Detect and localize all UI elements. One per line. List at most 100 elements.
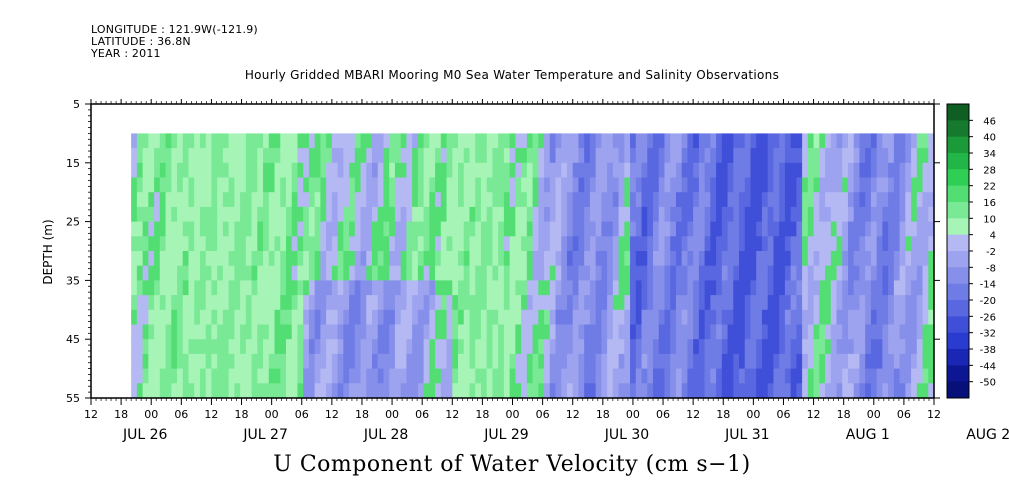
heatmap-cell	[446, 383, 453, 399]
heatmap-cell	[561, 309, 568, 326]
heatmap-cell	[188, 251, 195, 267]
heatmap-cell	[899, 236, 906, 252]
heatmap-cell	[756, 383, 763, 399]
heatmap-cell	[750, 324, 757, 340]
heatmap-cell	[337, 162, 344, 179]
heatmap-cell	[905, 383, 912, 399]
heatmap-cell	[320, 339, 327, 355]
heatmap-cell	[825, 339, 832, 355]
heatmap-cell	[555, 206, 562, 223]
heatmap-cell	[349, 177, 356, 193]
heatmap-cell	[561, 162, 568, 179]
heatmap-cell	[297, 192, 304, 208]
heatmap-cell	[635, 236, 643, 252]
heatmap-cell	[704, 236, 711, 252]
heatmap-cell	[916, 265, 924, 281]
heatmap-cell	[704, 206, 711, 223]
heatmap-cell	[716, 295, 723, 311]
colorbar-label: 28	[983, 165, 996, 176]
x-hour-label: 00	[746, 408, 760, 421]
x-hour-label: 00	[144, 408, 158, 421]
heatmap-cell	[131, 309, 138, 326]
heatmap-cell	[515, 148, 522, 164]
heatmap-cell	[394, 383, 402, 399]
heatmap-cell	[698, 133, 706, 149]
heatmap-cell	[675, 148, 683, 164]
heatmap-cell	[148, 133, 155, 149]
heatmap-cell	[739, 192, 746, 208]
heatmap-cell	[234, 177, 241, 193]
heatmap-cell	[234, 324, 241, 340]
heatmap-cell	[458, 353, 465, 370]
heatmap-cell	[601, 265, 608, 281]
heatmap-cell	[624, 383, 631, 399]
heatmap-cell	[274, 368, 281, 384]
heatmap-cell	[916, 192, 924, 208]
heatmap-cell	[859, 353, 866, 370]
heatmap-cell	[549, 280, 557, 296]
heatmap-cell	[595, 251, 602, 267]
heatmap-cell	[756, 339, 763, 355]
heatmap-cell	[658, 368, 666, 384]
heatmap-cell	[716, 339, 723, 355]
colorbar-label: 34	[983, 149, 996, 160]
x-hour-label: 18	[355, 408, 369, 421]
heatmap-cell	[194, 353, 201, 370]
heatmap-cell	[383, 324, 390, 340]
heatmap-cell	[458, 192, 465, 208]
heatmap-cell	[681, 192, 688, 208]
heatmap-cell	[595, 162, 602, 179]
heatmap-cell	[870, 383, 878, 399]
heatmap-cell	[916, 162, 924, 179]
heatmap-cell	[807, 162, 815, 179]
heatmap-cell	[750, 339, 757, 355]
heatmap-cell	[383, 353, 390, 370]
heatmap-cell	[337, 133, 344, 149]
heatmap-cell	[664, 324, 671, 340]
heatmap-cell	[429, 324, 436, 340]
heatmap-cell	[469, 148, 476, 164]
heatmap-cell	[658, 192, 666, 208]
heatmap-cell	[578, 339, 585, 355]
heatmap-cell	[635, 353, 643, 370]
heatmap-cell	[538, 339, 545, 355]
heatmap-cell	[211, 251, 218, 267]
heatmap-cell	[199, 251, 207, 267]
heatmap-cell	[343, 295, 350, 311]
heatmap-cell	[853, 206, 861, 223]
heatmap-cell	[813, 133, 820, 149]
heatmap-cell	[400, 236, 407, 252]
heatmap-cell	[435, 309, 442, 326]
heatmap-cell	[211, 368, 218, 384]
heatmap-cell	[435, 236, 442, 252]
heatmap-cell	[526, 133, 534, 149]
heatmap-cell	[744, 324, 752, 340]
heatmap-cell	[326, 309, 333, 326]
heatmap-cell	[618, 206, 625, 223]
heatmap-cell	[773, 206, 780, 223]
heatmap-cell	[675, 236, 683, 252]
heatmap-cell	[194, 177, 201, 193]
heatmap-cell	[698, 324, 706, 340]
heatmap-cell	[205, 177, 213, 193]
heatmap-cell	[664, 353, 671, 370]
heatmap-cell	[618, 353, 625, 370]
heatmap-cell	[475, 353, 482, 370]
heatmap-cell	[268, 148, 276, 164]
heatmap-cell	[521, 206, 528, 223]
heatmap-cell	[836, 353, 843, 370]
heatmap-cell	[595, 280, 602, 296]
heatmap-cell	[859, 133, 866, 149]
heatmap-cell	[727, 251, 734, 267]
heatmap-cell	[354, 162, 362, 179]
heatmap-cell	[171, 192, 178, 208]
heatmap-cell	[607, 148, 614, 164]
heatmap-cell	[171, 265, 178, 281]
heatmap-cell	[308, 265, 316, 281]
heatmap-cell	[813, 221, 820, 237]
heatmap-cell	[807, 251, 815, 267]
heatmap-cell	[326, 236, 333, 252]
heatmap-cell	[549, 383, 557, 399]
heatmap-cell	[285, 309, 293, 326]
heatmap-cell	[624, 162, 631, 179]
